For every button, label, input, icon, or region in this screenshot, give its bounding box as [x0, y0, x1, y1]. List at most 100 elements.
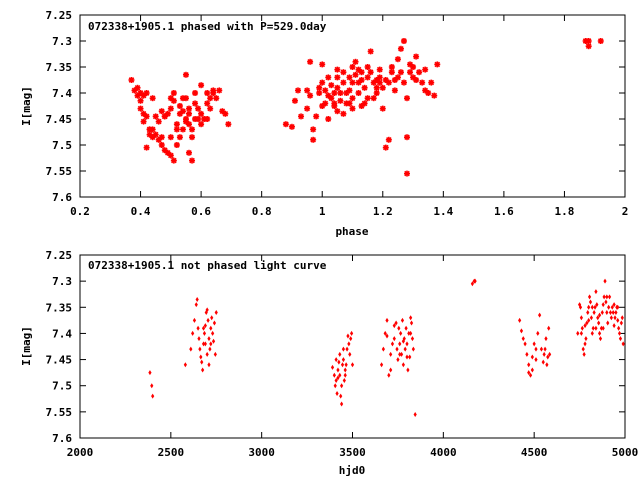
data-point: [605, 294, 609, 300]
data-point: [189, 126, 196, 133]
data-point: [367, 69, 374, 76]
y-tick-label: 7.6: [52, 432, 72, 445]
x-tick-label: 1: [319, 205, 326, 218]
data-point: [348, 351, 352, 357]
data-point: [601, 325, 605, 331]
data-point: [198, 82, 205, 89]
data-point: [336, 375, 340, 381]
data-point: [143, 113, 150, 120]
data-point: [619, 320, 623, 326]
data-point: [597, 320, 601, 326]
data-point: [152, 113, 159, 120]
y-tick-label: 7.55: [46, 406, 73, 419]
data-point: [198, 346, 202, 352]
data-point: [364, 95, 371, 102]
data-point: [596, 315, 600, 321]
data-point: [334, 108, 341, 115]
data-point: [192, 100, 199, 107]
data-point: [182, 116, 189, 122]
data-point: [182, 71, 189, 78]
data-point: [207, 336, 211, 342]
data-point: [425, 90, 432, 96]
data-point: [213, 95, 220, 102]
data-point: [364, 74, 371, 81]
data-point: [410, 336, 415, 342]
data-point: [579, 330, 583, 336]
data-point: [587, 304, 591, 310]
data-point: [307, 92, 314, 99]
data-point: [397, 69, 404, 76]
y-tick-label: 7.35: [46, 301, 73, 314]
phased-panel: 072338+1905.1 phased with P=529.0day pha…: [20, 9, 628, 238]
data-point: [594, 289, 598, 295]
data-point: [361, 84, 368, 91]
data-point: [413, 77, 420, 83]
data-point: [617, 330, 622, 336]
data-point: [338, 351, 342, 357]
data-point: [597, 330, 602, 336]
data-point: [614, 310, 618, 316]
chart-title: 072338+1905.1 phased with P=529.0day: [88, 20, 327, 33]
data-point: [137, 97, 144, 104]
data-point: [198, 121, 205, 128]
data-point: [376, 79, 383, 86]
data-point: [416, 69, 423, 76]
data-point: [434, 61, 441, 68]
data-point: [411, 346, 415, 352]
data-point: [349, 330, 354, 336]
data-point: [398, 351, 402, 357]
data-point: [605, 310, 609, 316]
data-point: [382, 144, 389, 151]
data-point: [409, 315, 413, 321]
data-point: [352, 71, 359, 78]
data-point: [150, 383, 154, 389]
data-point: [179, 108, 186, 115]
data-point: [189, 134, 196, 141]
data-point: [583, 323, 587, 329]
data-point: [431, 92, 438, 99]
data-point: [340, 110, 347, 117]
data-point: [334, 66, 341, 73]
y-axis-label: I[mag]: [20, 86, 33, 126]
data-point: [376, 66, 383, 73]
data-point: [388, 64, 395, 70]
data-point: [385, 317, 389, 323]
data-point: [617, 325, 621, 331]
data-point: [203, 323, 207, 329]
data-point: [222, 110, 229, 117]
data-point: [176, 103, 183, 109]
data-point: [176, 134, 183, 141]
y-tick-label: 7.25: [46, 249, 73, 262]
data-point: [585, 38, 592, 44]
data-point: [373, 84, 380, 91]
data-point: [340, 69, 347, 76]
data-point: [288, 123, 295, 130]
data-point: [407, 330, 411, 336]
data-point: [616, 317, 620, 323]
y-tick-label: 7.5: [52, 139, 72, 152]
x-axis-label: phase: [335, 225, 368, 238]
data-point: [392, 336, 396, 342]
data-points: [128, 38, 604, 177]
data-point: [577, 302, 582, 308]
data-point: [582, 351, 586, 357]
data-point: [402, 336, 406, 342]
data-point: [340, 362, 345, 368]
y-tick-label: 7.3: [52, 35, 72, 48]
x-tick-label: 2: [622, 205, 629, 218]
x-tick-label: 3500: [339, 446, 366, 459]
data-point: [195, 116, 202, 122]
data-point: [195, 296, 199, 302]
data-point: [397, 325, 401, 331]
y-tick-label: 7.45: [46, 354, 73, 367]
data-point: [186, 149, 192, 156]
data-point: [385, 333, 389, 339]
x-tick-label: 0.8: [252, 205, 272, 218]
data-point: [583, 341, 587, 347]
data-point: [210, 315, 214, 321]
data-point: [313, 113, 320, 120]
data-point: [588, 299, 593, 305]
data-point: [201, 325, 206, 331]
data-point: [578, 304, 583, 310]
